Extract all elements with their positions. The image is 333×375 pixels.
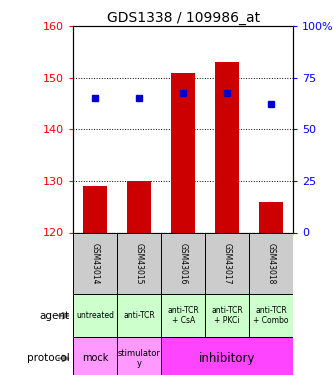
Text: GSM43016: GSM43016 <box>178 243 188 284</box>
Text: anti-TCR
+ CsA: anti-TCR + CsA <box>167 306 199 326</box>
Bar <box>117 337 161 375</box>
Bar <box>117 294 161 337</box>
Bar <box>205 294 249 337</box>
Bar <box>215 62 239 232</box>
Bar <box>161 294 205 337</box>
Bar <box>161 232 205 294</box>
Text: untreated: untreated <box>76 311 114 320</box>
Bar <box>127 181 151 232</box>
Text: anti-TCR: anti-TCR <box>123 311 155 320</box>
Bar <box>171 73 195 232</box>
Text: GSM43017: GSM43017 <box>222 243 232 284</box>
Bar <box>117 232 161 294</box>
Bar <box>259 202 283 232</box>
Bar <box>205 232 249 294</box>
Text: GSM43015: GSM43015 <box>135 243 144 284</box>
Bar <box>249 232 293 294</box>
Bar <box>73 232 117 294</box>
Text: stimulator
y: stimulator y <box>118 349 161 368</box>
Text: anti-TCR
+ PKCi: anti-TCR + PKCi <box>211 306 243 326</box>
Bar <box>83 186 107 232</box>
Title: GDS1338 / 109986_at: GDS1338 / 109986_at <box>107 11 260 25</box>
Bar <box>73 337 117 375</box>
Text: GSM43014: GSM43014 <box>91 243 100 284</box>
Text: inhibitory: inhibitory <box>199 352 255 365</box>
Text: anti-TCR
+ Combo: anti-TCR + Combo <box>253 306 289 326</box>
Bar <box>73 294 117 337</box>
Text: GSM43018: GSM43018 <box>266 243 276 284</box>
Text: protocol: protocol <box>27 353 70 363</box>
Bar <box>249 294 293 337</box>
Bar <box>161 337 293 375</box>
Text: mock: mock <box>82 353 109 363</box>
Text: agent: agent <box>40 310 70 321</box>
